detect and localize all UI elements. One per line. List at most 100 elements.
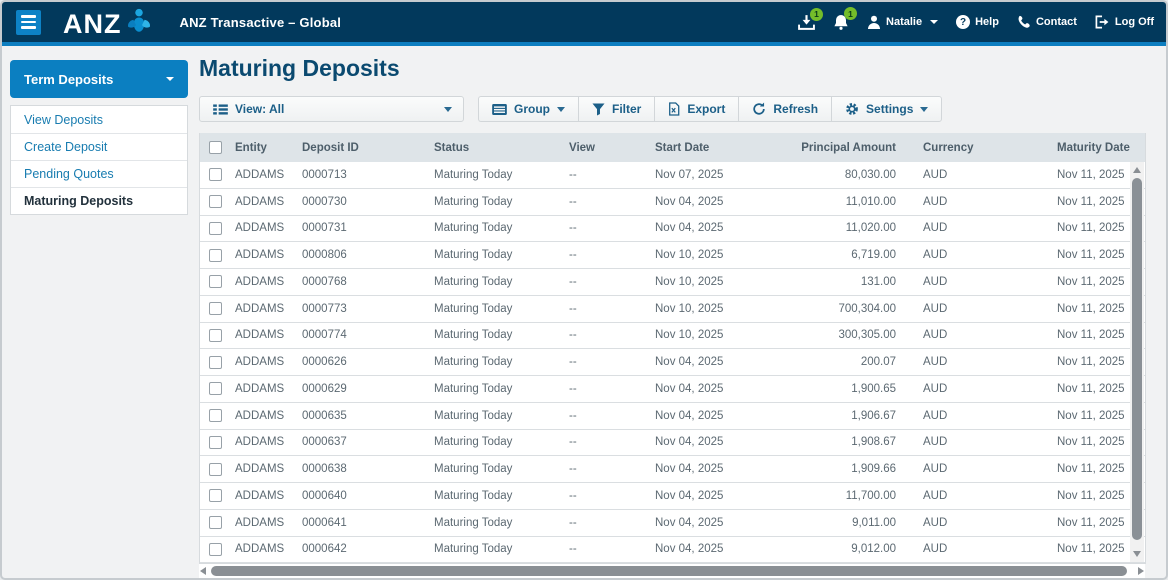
sidebar-item-label: Maturing Deposits	[24, 194, 134, 208]
column-header-status[interactable]: Status	[434, 141, 470, 154]
cell-principal-amount: 9,012.00	[851, 543, 896, 556]
export-excel-icon	[669, 102, 680, 116]
table-row[interactable]: ADDAMS 0000730 Maturing Today -- Nov 04,…	[200, 188, 1145, 216]
row-checkbox[interactable]	[208, 328, 222, 342]
cell-deposit-id: 0000640	[302, 489, 347, 502]
column-header-start-date[interactable]: Start Date	[655, 141, 710, 154]
table-row[interactable]: ADDAMS 0000713 Maturing Today -- Nov 07,…	[200, 162, 1145, 189]
refresh-button[interactable]: Refresh	[738, 96, 832, 122]
cell-principal-amount: 11,010.00	[845, 195, 896, 208]
sidebar-item-pending-quotes[interactable]: Pending Quotes	[11, 160, 187, 187]
sidebar-item-view-deposits[interactable]: View Deposits	[11, 106, 187, 133]
row-checkbox[interactable]	[208, 489, 222, 503]
column-header-currency[interactable]: Currency	[923, 141, 974, 154]
cell-start-date: Nov 04, 2025	[655, 543, 724, 556]
group-button[interactable]: Group	[478, 96, 578, 122]
row-checkbox[interactable]	[208, 435, 222, 449]
table-body: ADDAMS 0000713 Maturing Today -- Nov 07,…	[200, 162, 1145, 564]
column-header-view[interactable]: View	[569, 141, 595, 154]
cell-start-date: Nov 10, 2025	[655, 275, 724, 288]
sidebar-section-term-deposits[interactable]: Term Deposits	[10, 60, 188, 98]
table-row[interactable]: ADDAMS 0000638 Maturing Today -- Nov 04,…	[200, 456, 1145, 483]
cell-maturity-date: Nov 11, 2025	[1057, 222, 1125, 235]
settings-button[interactable]: Settings	[831, 96, 943, 122]
main-content: Maturing Deposits View: All	[199, 46, 1146, 578]
cell-currency: AUD	[923, 195, 948, 208]
select-all-checkbox[interactable]	[208, 141, 222, 154]
cell-maturity-date: Nov 11, 2025	[1057, 302, 1125, 315]
table-row[interactable]: ADDAMS 0000637 Maturing Today -- Nov 04,…	[200, 429, 1145, 457]
cell-start-date: Nov 10, 2025	[655, 329, 724, 342]
downloads-button[interactable]: 1	[798, 7, 824, 30]
user-menu[interactable]: Natalie	[867, 15, 939, 29]
filter-button[interactable]: Filter	[578, 96, 655, 122]
row-checkbox[interactable]	[208, 221, 222, 235]
scroll-right-icon[interactable]	[1138, 567, 1144, 575]
cell-deposit-id: 0000641	[302, 516, 347, 529]
cell-view: --	[569, 489, 577, 502]
cell-principal-amount: 6,719.00	[851, 249, 896, 262]
table-row[interactable]: ADDAMS 0000640 Maturing Today -- Nov 04,…	[200, 483, 1145, 510]
row-checkbox[interactable]	[208, 462, 222, 476]
cell-status: Maturing Today	[434, 463, 513, 476]
view-selector-button[interactable]: View: All	[199, 96, 464, 122]
row-checkbox[interactable]	[208, 409, 222, 423]
row-checkbox[interactable]	[208, 302, 222, 316]
contact-button[interactable]: Contact	[1017, 15, 1077, 29]
row-checkbox[interactable]	[208, 195, 222, 209]
column-header-maturity-date[interactable]: Maturity Date	[1057, 141, 1130, 154]
notifications-button[interactable]: 1	[833, 7, 858, 30]
row-checkbox[interactable]	[208, 382, 222, 396]
cell-entity: ADDAMS	[235, 302, 285, 315]
menu-icon[interactable]	[16, 9, 41, 35]
horizontal-scroll-thumb[interactable]	[211, 566, 1127, 576]
cell-view: --	[569, 168, 577, 181]
table-row[interactable]: ADDAMS 0000626 Maturing Today -- Nov 04,…	[200, 349, 1145, 376]
table-row[interactable]: ADDAMS 0000642 Maturing Today -- Nov 04,…	[200, 536, 1145, 564]
row-checkbox[interactable]	[208, 516, 222, 530]
table-row[interactable]: ADDAMS 0000806 Maturing Today -- Nov 10,…	[200, 242, 1145, 269]
cell-status: Maturing Today	[434, 249, 513, 262]
contact-label: Contact	[1035, 16, 1077, 28]
row-checkbox[interactable]	[208, 542, 222, 556]
help-label: Help	[975, 16, 999, 28]
help-button[interactable]: ? Help	[956, 15, 999, 29]
vertical-scroll-thumb[interactable]	[1132, 178, 1142, 540]
table-row[interactable]: ADDAMS 0000768 Maturing Today -- Nov 10,…	[200, 269, 1145, 296]
export-button[interactable]: Export	[654, 96, 739, 122]
vertical-scrollbar[interactable]	[1130, 162, 1144, 562]
cell-view: --	[569, 329, 577, 342]
table-row[interactable]: ADDAMS 0000773 Maturing Today -- Nov 10,…	[200, 295, 1145, 323]
table-row[interactable]: ADDAMS 0000774 Maturing Today -- Nov 10,…	[200, 322, 1145, 350]
cell-maturity-date: Nov 11, 2025	[1057, 543, 1125, 556]
sidebar-item-maturing-deposits[interactable]: Maturing Deposits	[11, 187, 187, 214]
row-checkbox[interactable]	[208, 168, 222, 182]
cell-entity: ADDAMS	[235, 356, 285, 369]
table-row[interactable]: ADDAMS 0000629 Maturing Today -- Nov 04,…	[200, 376, 1145, 403]
cell-status: Maturing Today	[434, 329, 513, 342]
cell-status: Maturing Today	[434, 409, 513, 422]
table-row[interactable]: ADDAMS 0000641 Maturing Today -- Nov 04,…	[200, 509, 1145, 537]
scroll-down-icon[interactable]	[1133, 551, 1141, 557]
cell-maturity-date: Nov 11, 2025	[1057, 436, 1125, 449]
table-row[interactable]: ADDAMS 0000635 Maturing Today -- Nov 04,…	[200, 402, 1145, 430]
cell-entity: ADDAMS	[235, 329, 285, 342]
toolbar-button-group: Group Filter Export	[478, 96, 943, 122]
column-header-entity[interactable]: Entity	[235, 141, 267, 154]
column-header-deposit-id[interactable]: Deposit ID	[302, 141, 359, 154]
cell-deposit-id: 0000637	[302, 436, 347, 449]
row-checkbox[interactable]	[208, 275, 222, 289]
column-header-principal-amount[interactable]: Principal Amount	[801, 141, 896, 154]
scroll-left-icon[interactable]	[200, 567, 206, 575]
sidebar-item-create-deposit[interactable]: Create Deposit	[11, 133, 187, 160]
cell-currency: AUD	[923, 275, 948, 288]
row-checkbox[interactable]	[208, 355, 222, 369]
logoff-button[interactable]: Log Off	[1095, 15, 1154, 29]
row-checkbox[interactable]	[208, 248, 222, 262]
horizontal-scrollbar[interactable]	[199, 564, 1145, 578]
cell-status: Maturing Today	[434, 275, 513, 288]
scroll-up-icon[interactable]	[1133, 167, 1141, 173]
caret-down-icon	[557, 106, 565, 112]
table-row[interactable]: ADDAMS 0000731 Maturing Today -- Nov 04,…	[200, 215, 1145, 243]
